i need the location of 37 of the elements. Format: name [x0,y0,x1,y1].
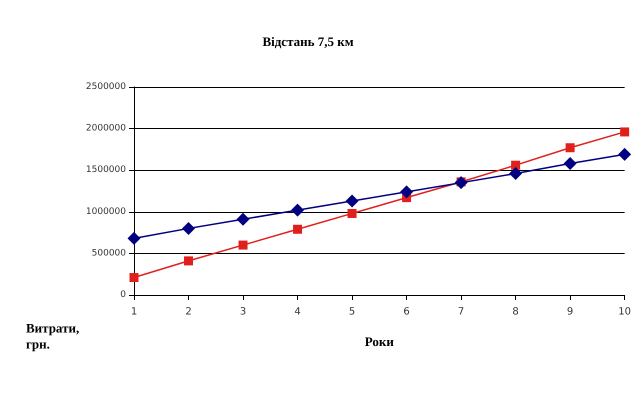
x-axis-title: Роки [364,334,394,349]
point [293,224,302,234]
x-tick-label: 1 [130,306,138,318]
x-tick-label: 4 [294,306,301,318]
point [618,148,632,161]
point [566,143,575,152]
x-tick-label: 5 [348,306,356,318]
point [130,273,138,282]
point [184,256,194,266]
x-tick-label: 3 [240,306,246,318]
point [509,167,522,180]
point [620,127,630,136]
y-tick-label: 2000000 [86,124,126,134]
point [128,232,140,245]
y-tick-label: 1500000 [86,165,126,176]
point [346,194,359,208]
x-tick-label: 2 [185,306,192,318]
y-tick-label: 500000 [92,248,126,258]
y-tick-label: 2500000 [86,82,126,92]
x-tick-label: 8 [512,306,519,318]
point [511,160,520,170]
point [564,157,577,170]
chart-title: Відстань 7,5 км [262,34,354,49]
point [182,222,196,235]
y-axis-title: Витрати, грн. [26,320,80,352]
point [291,204,304,217]
point [400,185,414,198]
x-tick-label: 7 [458,306,464,318]
y-tick-label: 1000000 [86,206,126,217]
y-tick-label: 0 [120,290,126,300]
point [348,208,357,218]
point [238,240,248,250]
point [454,176,468,190]
point [236,212,250,226]
x-tick-label: 10 [618,306,632,318]
x-tick-label: 9 [566,306,574,318]
x-tick-label: 6 [403,306,410,318]
